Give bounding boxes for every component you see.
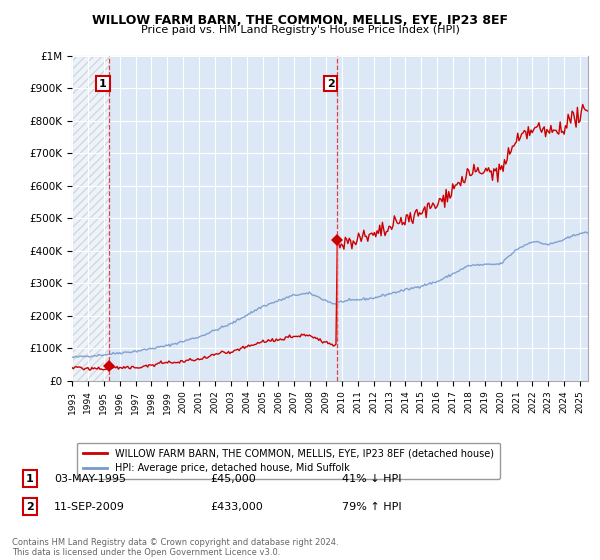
Text: 41% ↓ HPI: 41% ↓ HPI: [342, 474, 401, 484]
Text: 1: 1: [26, 474, 34, 484]
Text: 03-MAY-1995: 03-MAY-1995: [54, 474, 126, 484]
Legend: WILLOW FARM BARN, THE COMMON, MELLIS, EYE, IP23 8EF (detached house), HPI: Avera: WILLOW FARM BARN, THE COMMON, MELLIS, EY…: [77, 442, 500, 479]
Text: 11-SEP-2009: 11-SEP-2009: [54, 502, 125, 512]
Text: Price paid vs. HM Land Registry's House Price Index (HPI): Price paid vs. HM Land Registry's House …: [140, 25, 460, 35]
Bar: [72, 56, 109, 381]
Text: 79% ↑ HPI: 79% ↑ HPI: [342, 502, 401, 512]
Text: 1: 1: [99, 78, 107, 88]
Text: £433,000: £433,000: [210, 502, 263, 512]
Text: £45,000: £45,000: [210, 474, 256, 484]
Text: 2: 2: [327, 78, 335, 88]
Text: Contains HM Land Registry data © Crown copyright and database right 2024.
This d: Contains HM Land Registry data © Crown c…: [12, 538, 338, 557]
Text: WILLOW FARM BARN, THE COMMON, MELLIS, EYE, IP23 8EF: WILLOW FARM BARN, THE COMMON, MELLIS, EY…: [92, 14, 508, 27]
Text: 2: 2: [26, 502, 34, 512]
